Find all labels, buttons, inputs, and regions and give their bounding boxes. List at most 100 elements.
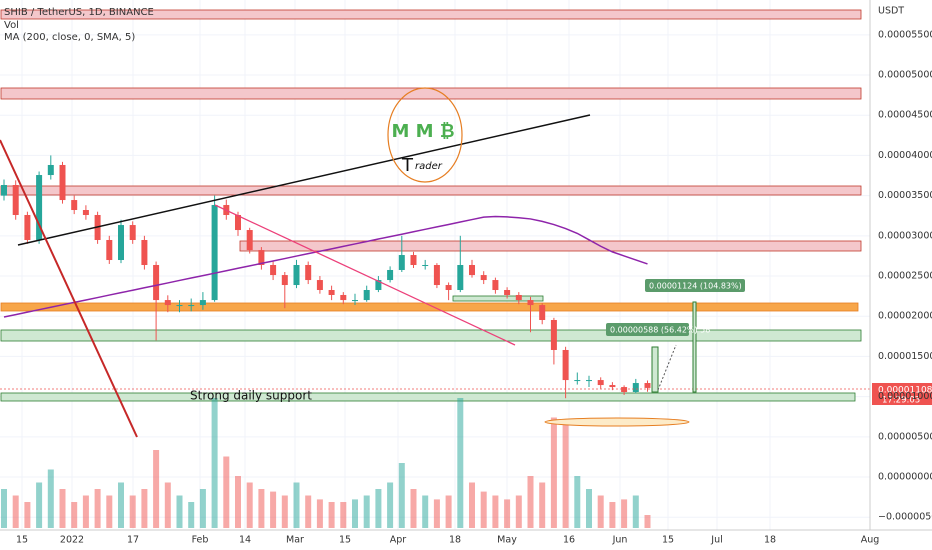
volume-bar (387, 482, 394, 528)
volume-bar (47, 469, 54, 528)
candle-body (433, 265, 440, 286)
labels: SHIB / TetherUS, 1D, BINANCE Vol MA (200… (4, 6, 932, 406)
candle-body (1, 185, 7, 196)
volume-bar (480, 491, 487, 528)
candle-body (550, 319, 557, 350)
candle-body (188, 305, 195, 307)
volume-bar (293, 482, 300, 528)
candle-body (586, 380, 592, 382)
measure-label-bg (606, 323, 689, 336)
volume-bar (328, 502, 335, 528)
candle-body (457, 265, 464, 291)
candle-body (118, 225, 124, 261)
candle-body (445, 285, 452, 291)
countdown: 17:29:03 (882, 396, 920, 406)
candle-body (106, 239, 113, 261)
x-tick-label: 15 (16, 535, 28, 546)
volume-bar (176, 495, 183, 528)
volume-bar (445, 495, 452, 528)
candle-body (281, 275, 288, 286)
volume-bar (12, 495, 19, 528)
candle-body (246, 230, 253, 251)
candle-body (211, 205, 218, 301)
candle-body (527, 300, 534, 306)
volume-bar (562, 424, 569, 528)
candle-body (164, 300, 171, 306)
arrow (657, 344, 677, 391)
x-tick-label: 16 (563, 535, 575, 546)
zones (0, 9, 862, 402)
support-zone (0, 392, 856, 402)
trendline (17, 114, 591, 246)
volume-bar (258, 489, 265, 528)
volume-bar (188, 502, 195, 528)
volume-bar (141, 489, 148, 528)
candle-body (270, 265, 277, 276)
candle-body (574, 380, 581, 382)
candle-body (176, 305, 183, 307)
volume-bar (515, 495, 522, 528)
y-tick-label: 0.00002500 (878, 271, 932, 282)
volume-bar (632, 495, 639, 528)
volume-bar (352, 499, 358, 528)
candle-body (36, 175, 43, 240)
y-tick-label: 0.00004000 (878, 150, 932, 161)
currency: USDT (878, 6, 904, 17)
x-tick-label: 18 (764, 535, 776, 546)
x-tick-label: 15 (339, 535, 351, 546)
volume-bar (316, 499, 323, 528)
volume-bar (24, 502, 31, 528)
volume-bar (1, 489, 7, 528)
x-tick-label: 15 (662, 535, 674, 546)
candle-body (199, 300, 206, 306)
x-tick-label: 18 (449, 535, 461, 546)
x-tick-label: 17 (127, 535, 139, 546)
candle-body (480, 275, 487, 281)
candle-body (504, 290, 511, 295)
volume-bar (410, 489, 417, 528)
logo: M M ₿ (391, 121, 454, 142)
trendline (214, 204, 516, 346)
x-tick-label: 2022 (60, 535, 84, 546)
y-tick-label: −0.00000500 (878, 512, 932, 523)
y-tick-label: 0.00001000 (878, 391, 932, 402)
candle-body (410, 255, 417, 265)
volume (1, 398, 651, 528)
volume-bar (621, 499, 628, 528)
symbol: SHIB / TetherUS, 1D, BINANCE (4, 7, 154, 18)
y-tick-label: 0.00005000 (878, 70, 932, 81)
candle-body (12, 185, 19, 215)
candle-body (47, 164, 54, 176)
resistance-zone (239, 240, 862, 252)
support-label: Strong daily support (190, 389, 312, 403)
volume-bar (246, 482, 253, 528)
volume-bar (305, 495, 312, 528)
volume-bar (281, 495, 288, 528)
x-tick-label: 14 (239, 535, 251, 546)
logo-sub: T (401, 155, 414, 176)
volume-bar (199, 489, 206, 528)
candle-body (129, 225, 136, 240)
candle-body (59, 164, 66, 201)
candle-body (609, 385, 616, 388)
candle-body (562, 349, 569, 381)
x-tick-label: May (497, 535, 517, 546)
candle-body (293, 265, 300, 286)
volume-bar (550, 417, 557, 528)
last-price: 0.00001108 (878, 386, 932, 396)
ma-label: MA (200, close, 0, SMA, 5) (4, 32, 135, 43)
y-tick-label: 0.00004500 (878, 110, 932, 121)
volume-bar (223, 456, 230, 528)
candle-body (644, 383, 651, 388)
candle-body (469, 265, 475, 276)
volume-bar (433, 499, 440, 528)
resistance-zone (0, 9, 862, 20)
x-tick-label: Apr (390, 535, 407, 546)
y-tick-label: 0.00000500 (878, 431, 932, 442)
measure-box (651, 346, 659, 393)
volume-bar (164, 482, 171, 528)
candle-body (352, 300, 358, 302)
price-badge (872, 383, 932, 405)
